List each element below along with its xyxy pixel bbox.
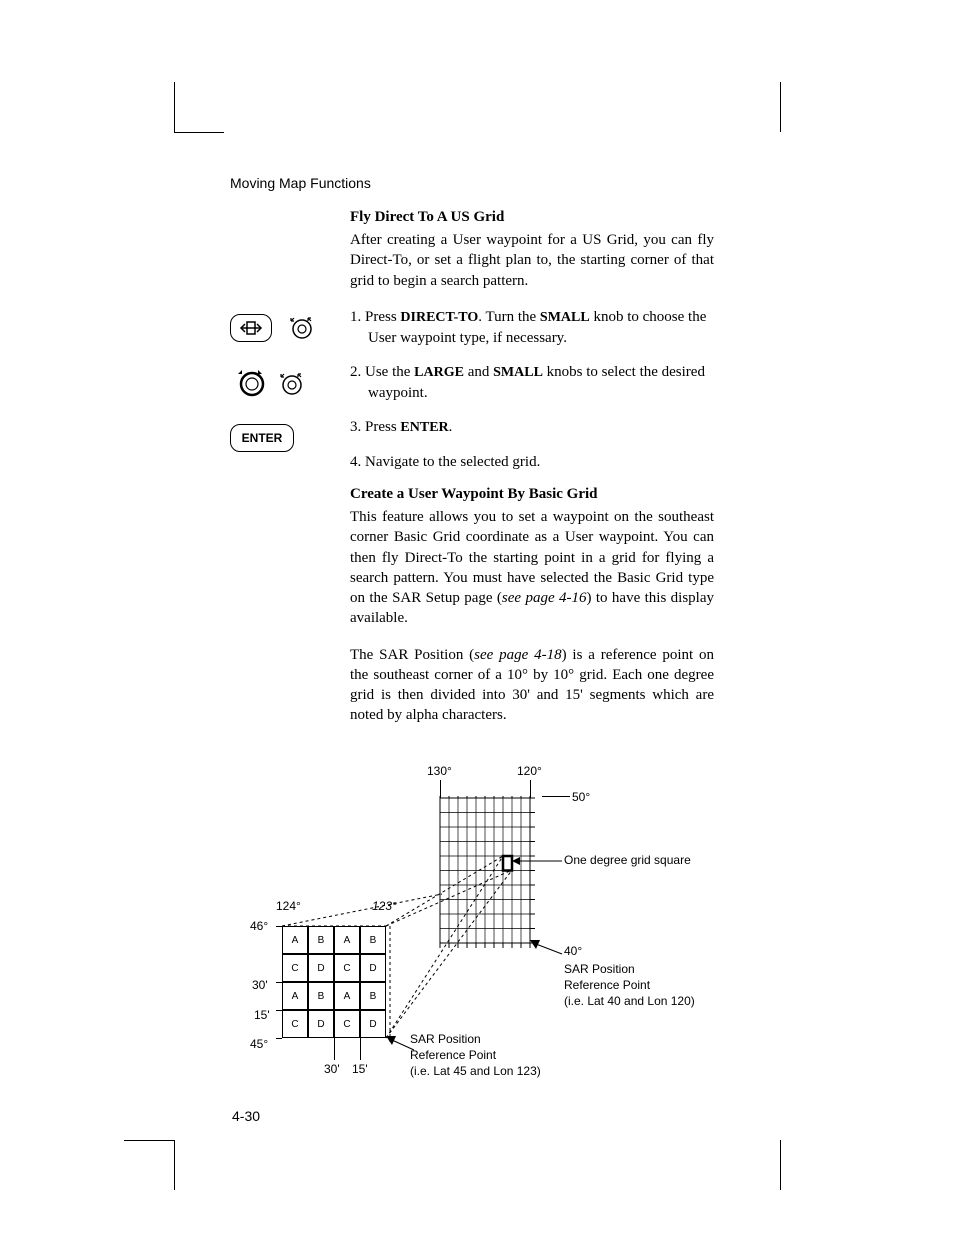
lon-30m-label: 30'	[324, 1062, 340, 1076]
step-4: 4. Navigate to the selected grid.	[350, 452, 714, 472]
page-ref: see page 4-18	[474, 647, 561, 663]
step-3: 3. Press ENTER.	[350, 417, 714, 438]
running-header: Moving Map Functions	[230, 175, 714, 191]
sar-grid-diagram: 130° 120° 50° 40°	[262, 764, 712, 1104]
step-text: .	[449, 419, 453, 435]
step-text: 1. Press	[350, 309, 400, 325]
paragraph-2: This feature allows you to set a waypoin…	[350, 507, 714, 629]
lat-30m-label: 30'	[252, 978, 268, 992]
step-text: 2. Use the	[350, 364, 414, 380]
icon-row-2	[230, 366, 340, 406]
lat-50-label: 50°	[572, 790, 590, 804]
heading-fly-direct: Fly Direct To A US Grid	[350, 209, 714, 226]
sar-pos-2c: (i.e. Lat 45 and Lon 123)	[410, 1064, 541, 1078]
heading-create-waypoint: Create a User Waypoint By Basic Grid	[350, 486, 714, 503]
direct-to-label: DIRECT-TO	[400, 310, 478, 325]
lat-46-label: 46°	[250, 919, 268, 933]
step-text: and	[464, 364, 493, 380]
sar-pos-2b: Reference Point	[410, 1048, 496, 1062]
sar-pos-2a: SAR Position	[410, 1032, 481, 1046]
intro-paragraph: After creating a User waypoint for a US …	[350, 230, 714, 291]
lon-120-label: 120°	[517, 764, 542, 778]
sar-arrow-1	[530, 940, 564, 960]
lat-15m-label: 15'	[254, 1008, 270, 1022]
sar-pos-1c: (i.e. Lat 40 and Lon 120)	[564, 994, 695, 1008]
sar-pos-1a: SAR Position	[564, 962, 635, 976]
crop-mark	[174, 82, 175, 132]
paragraph-3: The SAR Position (see page 4-18) is a re…	[350, 645, 714, 726]
page-number: 4-30	[232, 1108, 260, 1124]
large-knob-label: LARGE	[414, 365, 464, 380]
step-1: 1. Press DIRECT-TO. Turn the SMALL knob …	[350, 307, 714, 348]
lon-130-label: 130°	[427, 764, 452, 778]
step-text: . Turn the	[478, 309, 540, 325]
enter-button-icon: ENTER	[230, 424, 294, 452]
small-knob-icon	[288, 315, 314, 341]
page-ref: see page 4-16	[502, 590, 587, 606]
one-degree-label: One degree grid square	[564, 853, 691, 867]
lat-40-label: 40°	[564, 944, 582, 958]
leader-line	[512, 854, 572, 868]
crop-mark	[780, 1140, 781, 1190]
crop-mark	[780, 82, 781, 132]
step-text: 3. Press	[350, 419, 400, 435]
enter-label: ENTER	[400, 420, 448, 435]
direct-to-icon	[230, 314, 272, 342]
step-2: 2. Use the LARGE and SMALL knobs to sele…	[350, 362, 714, 403]
crop-mark	[124, 1140, 174, 1141]
icon-row-1	[230, 310, 340, 350]
crop-mark	[174, 1140, 175, 1190]
main-column: Fly Direct To A US Grid After creating a…	[350, 209, 714, 726]
crop-mark	[174, 132, 224, 133]
large-knob-icon	[236, 368, 266, 398]
dashed-border	[278, 922, 398, 1046]
small-knob-label: SMALL	[493, 365, 543, 380]
lat-45-label: 45°	[250, 1037, 268, 1051]
small-knob-icon	[278, 371, 304, 397]
icon-row-3: ENTER	[230, 422, 340, 462]
para-text: The SAR Position (	[350, 647, 474, 663]
sar-pos-1b: Reference Point	[564, 978, 650, 992]
small-knob-label: SMALL	[540, 310, 590, 325]
lon-15m-label: 15'	[352, 1062, 368, 1076]
